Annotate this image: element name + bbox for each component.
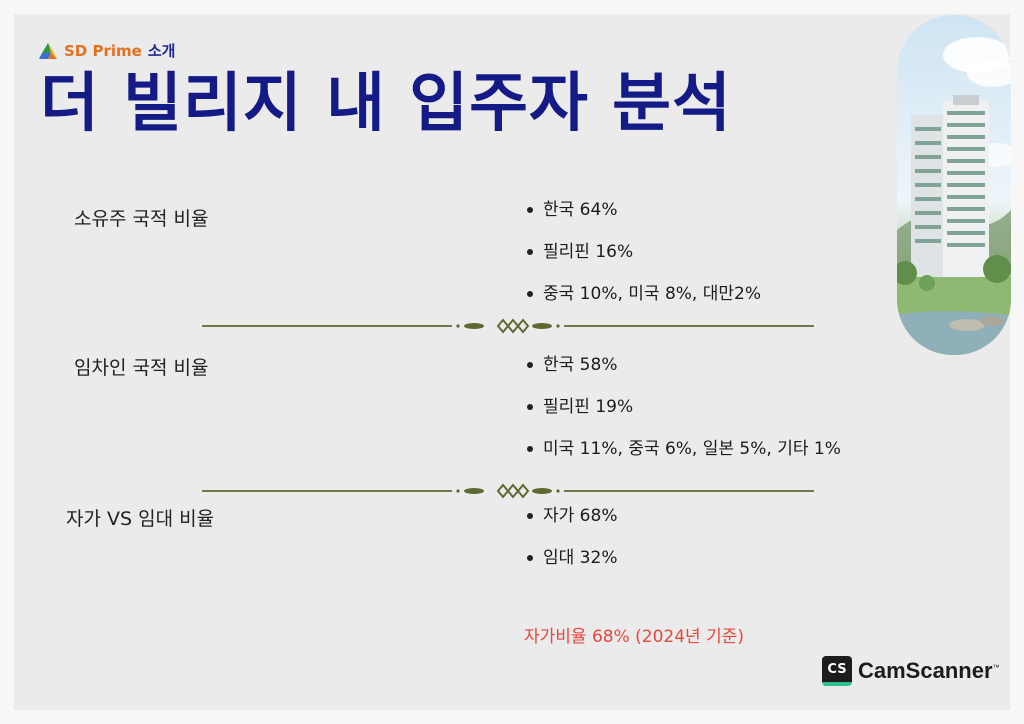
- building-illustration: [897, 37, 1011, 355]
- list-item-text: 자가 68%: [543, 506, 618, 526]
- triangle-logo-icon: [39, 42, 57, 59]
- bullet-icon: [527, 207, 533, 213]
- list-item: 필리핀 16%: [523, 240, 761, 282]
- list-item-text: 임대 32%: [543, 548, 618, 568]
- ornamental-divider: [202, 483, 814, 499]
- diamond-ornament-icon: [496, 483, 530, 499]
- list-item-text: 필리핀 19%: [543, 397, 634, 417]
- bullet-icon: [527, 404, 533, 410]
- list-item-text: 한국 58%: [543, 355, 618, 375]
- list-item-text: 필리핀 16%: [543, 242, 634, 262]
- camscanner-logo-icon: CS: [822, 656, 852, 686]
- list-item-text: 미국 11%, 중국 6%, 일본 5%, 기타 1%: [543, 439, 841, 459]
- list-item: 중국 10%, 미국 8%, 대만2%: [523, 282, 761, 324]
- list-item: 필리핀 19%: [523, 395, 841, 437]
- bullet-icon: [527, 555, 533, 561]
- own-vs-rent-list: 자가 68% 임대 32%: [523, 504, 617, 588]
- brand-suffix: 소개: [147, 42, 176, 60]
- list-item: 한국 58%: [523, 353, 841, 395]
- bullet-icon: [527, 513, 533, 519]
- section-label-tenant-nationality: 임차인 국적 비율: [74, 357, 209, 379]
- ornamental-divider: [202, 318, 814, 334]
- list-item: 미국 11%, 중국 6%, 일본 5%, 기타 1%: [523, 437, 841, 479]
- apartment-building-image: [897, 15, 1011, 355]
- tenant-nationality-list: 한국 58% 필리핀 19% 미국 11%, 중국 6%, 일본 5%, 기타 …: [523, 353, 841, 479]
- page-title: 더 빌리지 내 입주자 분석: [40, 67, 732, 141]
- slide-page: [14, 14, 1010, 710]
- list-item-text: 한국 64%: [543, 200, 618, 220]
- section-label-owner-nationality: 소유주 국적 비율: [74, 208, 209, 230]
- bullet-icon: [527, 446, 533, 452]
- bullet-icon: [527, 291, 533, 297]
- brand-header: SD Prime 소개: [38, 40, 175, 61]
- owner-nationality-list: 한국 64% 필리핀 16% 중국 10%, 미국 8%, 대만2%: [523, 198, 761, 324]
- owner-ratio-note: 자가비율 68% (2024년 기준): [524, 627, 745, 647]
- diamond-ornament-icon: [496, 318, 530, 334]
- list-item: 자가 68%: [523, 504, 617, 546]
- bullet-icon: [527, 249, 533, 255]
- list-item: 임대 32%: [523, 546, 617, 588]
- bullet-icon: [527, 362, 533, 368]
- brand-name: SD Prime: [64, 41, 142, 60]
- section-label-own-vs-rent: 자가 VS 임대 비율: [66, 508, 215, 530]
- camscanner-name: CamScanner™: [858, 658, 1000, 683]
- list-item-text: 중국 10%, 미국 8%, 대만2%: [543, 284, 761, 304]
- camscanner-watermark: CS CamScanner™: [822, 656, 1000, 686]
- list-item: 한국 64%: [523, 198, 761, 240]
